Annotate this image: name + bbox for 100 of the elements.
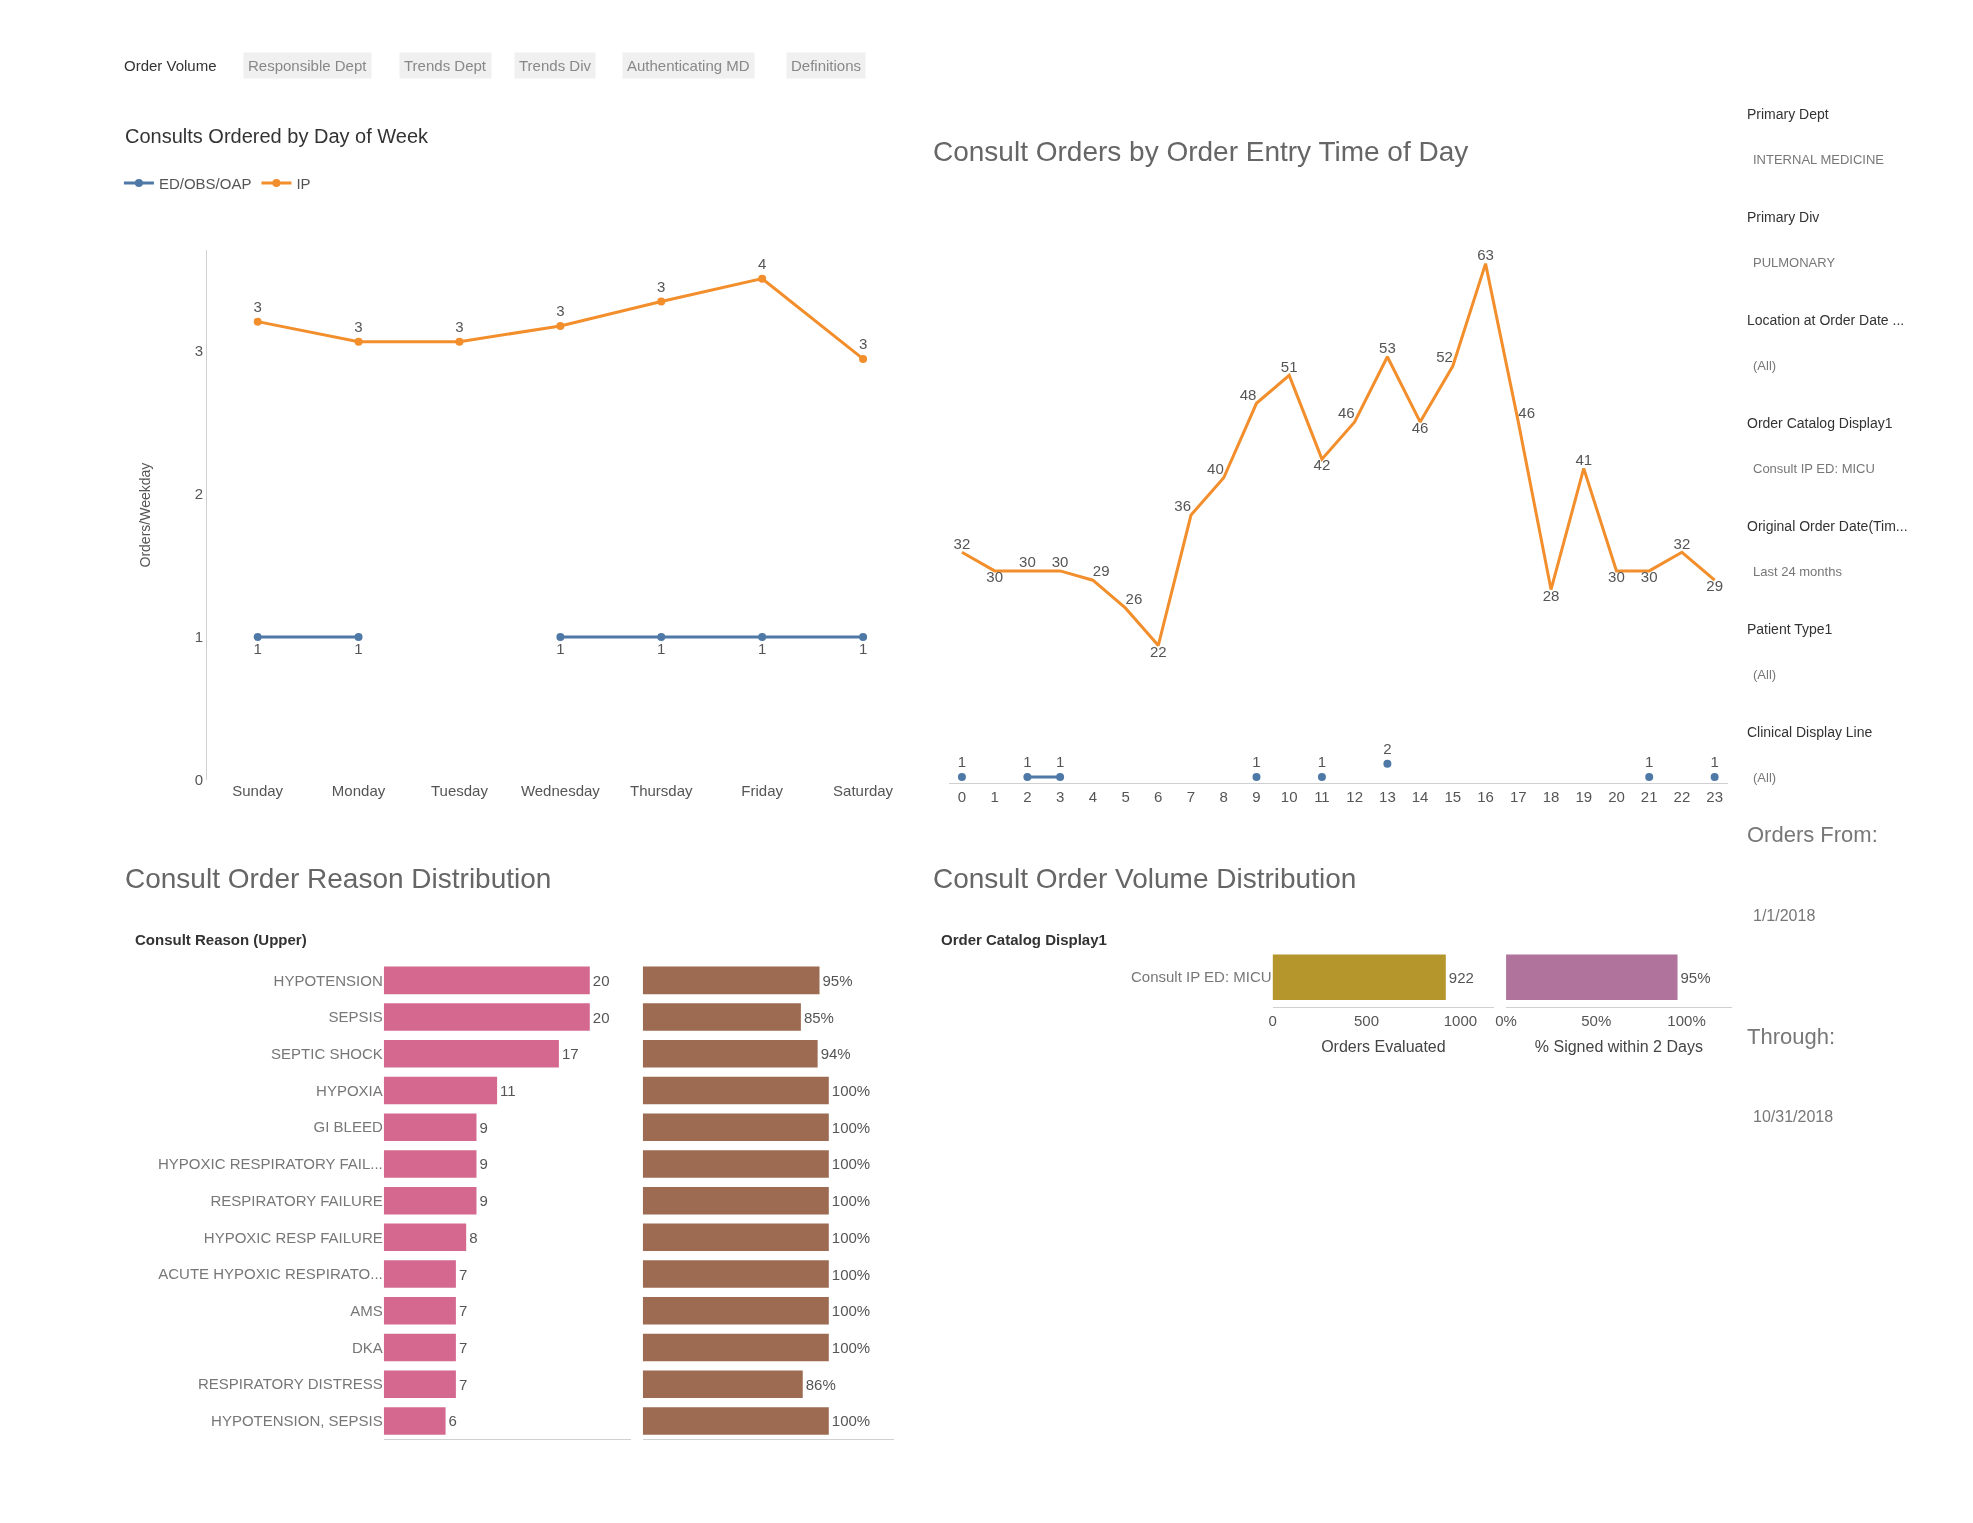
data-label: 7	[458, 1375, 468, 1393]
point	[455, 337, 464, 346]
data-label: 1	[858, 640, 868, 658]
x-tick-label: 14	[1411, 788, 1429, 806]
y-tick-label: RESPIRATORY FAILURE	[210, 1191, 383, 1209]
data-label: 100%	[831, 1082, 871, 1100]
x-tick-label: 10	[1280, 788, 1298, 806]
x-tick-label: 19	[1575, 788, 1593, 806]
bar	[642, 1150, 829, 1178]
data-label: 26	[1125, 590, 1143, 608]
data-label: 32	[953, 534, 971, 552]
data-label: 11	[500, 1082, 516, 1100]
text: (All)	[1753, 667, 1777, 682]
data-label: 1	[1055, 753, 1065, 771]
data-label: 30	[1019, 553, 1036, 571]
bar	[642, 1003, 801, 1031]
bar	[383, 1186, 477, 1215]
y-tick-label: DKA	[351, 1338, 383, 1356]
text: Orders From:	[1747, 822, 1878, 847]
text: Authenticating MD	[627, 57, 750, 74]
text: (All)	[1753, 358, 1777, 373]
x-tick-label: 100%	[1667, 1012, 1706, 1030]
data-label: 30	[1608, 568, 1625, 586]
text: Original Order Date(Tim...	[1747, 518, 1908, 534]
data-label: 29	[1706, 577, 1723, 595]
bar	[383, 1407, 446, 1435]
y-tick-label: GI BLEED	[313, 1118, 383, 1136]
y-tick-label: AMS	[350, 1302, 383, 1320]
bar	[642, 1370, 803, 1398]
data-label: 7	[458, 1338, 468, 1356]
data-label: 100%	[831, 1302, 871, 1320]
x-tick-label: 0	[957, 788, 967, 806]
data-label: 1	[253, 640, 262, 658]
y-axis-title: Order Catalog Display1	[941, 931, 1107, 948]
y-tick-label: ACUTE HYPOXIC RESPIRATO...	[158, 1265, 383, 1283]
data-label: 1	[657, 640, 666, 658]
data-label: 7	[458, 1265, 468, 1283]
legend-label: ED/OBS/OAP	[158, 174, 252, 192]
point	[657, 632, 666, 641]
legend-label: IP	[296, 174, 311, 192]
point	[556, 632, 565, 641]
chart-title: Consults Ordered by Day of Week	[125, 125, 430, 147]
bar	[642, 1076, 829, 1105]
text: Definitions	[791, 57, 862, 74]
x-tick-label: 13	[1379, 788, 1396, 806]
data-label: 9	[479, 1192, 488, 1210]
data-label: 100%	[831, 1192, 871, 1210]
x-tick-label: 7	[1186, 788, 1196, 806]
data-label: 95%	[822, 971, 853, 989]
x-tick-label: Tuesday	[430, 782, 489, 800]
y-tick-label: HYPOTENSION, SEPSIS	[211, 1412, 383, 1430]
bar	[383, 1040, 559, 1068]
x-tick-label: 9	[1252, 788, 1261, 806]
data-label: 2	[1383, 740, 1392, 758]
data-label: 7	[458, 1302, 468, 1320]
x-tick-label: 23	[1706, 788, 1723, 806]
bar	[642, 1186, 829, 1215]
data-label: 30	[1640, 568, 1658, 586]
data-label: 20	[592, 971, 610, 989]
point	[859, 354, 868, 363]
x-tick-label: 6	[1154, 788, 1163, 806]
bar	[383, 1333, 456, 1362]
data-label: 3	[858, 335, 868, 353]
data-label: 9	[479, 1155, 488, 1173]
x-tick-label: 12	[1346, 788, 1363, 806]
x-tick-label: Wednesday	[520, 782, 601, 800]
point	[253, 317, 262, 326]
chart-title: Consult Order Reason Distribution	[125, 863, 552, 894]
x-tick-label: 11	[1314, 788, 1330, 806]
x-tick-label: 16	[1477, 788, 1494, 806]
data-label: 1	[1317, 753, 1327, 771]
x-tick-label: 17	[1509, 788, 1527, 806]
y-tick-label: RESPIRATORY DISTRESS	[198, 1375, 383, 1393]
y-tick-label: 1	[194, 628, 204, 646]
y-tick-label: HYPOTENSION	[273, 971, 383, 989]
data-label: 3	[556, 302, 565, 320]
text: Clinical Display Line	[1747, 724, 1873, 740]
bar	[642, 1040, 818, 1068]
data-label: 8	[469, 1228, 478, 1246]
text: Responsible Dept	[248, 57, 368, 74]
x-tick-label: Saturday	[833, 782, 894, 800]
bar	[383, 966, 590, 995]
text: (All)	[1753, 770, 1777, 785]
data-label: 6	[448, 1412, 457, 1430]
y-tick-label: 2	[194, 484, 204, 502]
text: Order Volume	[124, 57, 217, 74]
data-label: 100%	[831, 1338, 871, 1356]
data-label: 100%	[831, 1265, 871, 1283]
x-tick-label: 8	[1219, 788, 1228, 806]
bar	[642, 966, 820, 995]
data-label: 22	[1149, 642, 1167, 660]
data-label: 1	[758, 640, 767, 658]
x-axis-title: Orders Evaluated	[1321, 1038, 1446, 1056]
y-tick-label: SEPSIS	[328, 1008, 383, 1026]
data-label: 32	[1673, 534, 1691, 552]
x-tick-label: 0%	[1495, 1012, 1517, 1030]
bar	[383, 1003, 590, 1031]
point	[859, 632, 868, 641]
bar	[642, 1333, 829, 1362]
point	[253, 632, 262, 641]
